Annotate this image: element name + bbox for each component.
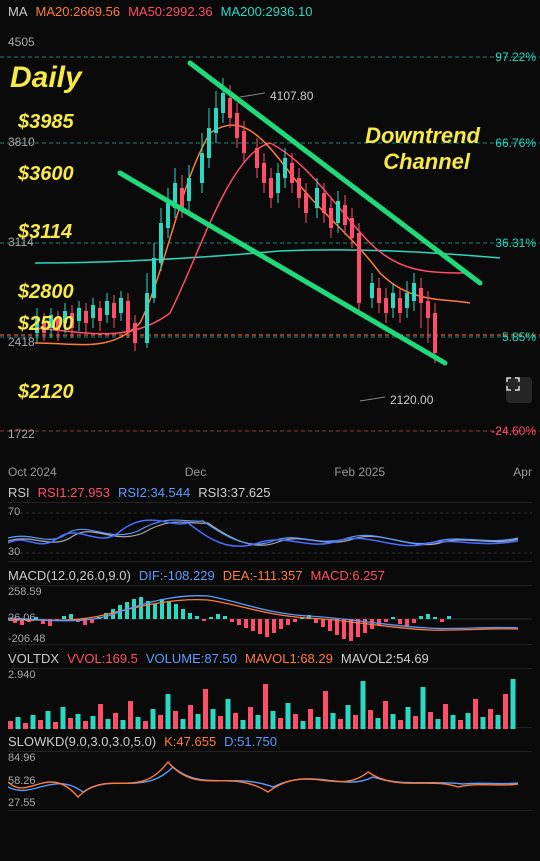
ma-label: MA: [8, 4, 28, 19]
y-axis-label: 2418: [8, 335, 35, 349]
macd-value: MACD:6.257: [310, 568, 384, 583]
slowkd-panel[interactable]: SLOWKD(9.0,3.0,3.0,5.0) K:47.655 D:51.75…: [0, 734, 540, 811]
ma200-value: MA200:2936.10: [221, 4, 313, 19]
downtrend-annotation-2: Channel: [383, 149, 470, 175]
y-axis-label: 3810: [8, 135, 35, 149]
macd-title: MACD(12.0,26.0,9.0): [8, 568, 131, 583]
price-annotation: $3985: [18, 111, 74, 134]
fib-label: -24.60%: [491, 424, 536, 438]
rsi-body: 70 30: [8, 502, 532, 562]
price-annotation: $2120: [18, 381, 74, 404]
voltdx-header: VOLTDX VVOL:169.5 VOLUME:87.50 MAVOL1:68…: [8, 651, 532, 666]
macd-header: MACD(12.0,26.0,9.0) DIF:-108.229 DEA:-11…: [8, 568, 532, 583]
fullscreen-button[interactable]: [506, 377, 532, 403]
expand-icon: [506, 377, 520, 391]
slowkd-d: D:51.750: [224, 734, 277, 749]
slowkd-body: 84.96 58.26 27.55: [8, 751, 532, 811]
slowkd-level: 58.26: [8, 775, 36, 787]
mavol2-value: MAVOL2:54.69: [341, 651, 429, 666]
rsi-panel[interactable]: RSI RSI1:27.953 RSI2:34.544 RSI3:37.625 …: [0, 485, 540, 562]
rsi3-value: RSI3:37.625: [198, 485, 270, 500]
x-label: Apr: [513, 465, 532, 479]
macd-level: 26.06: [8, 612, 36, 624]
x-label: Dec: [185, 465, 206, 479]
macd-level: -206.48: [8, 633, 45, 645]
slowkd-k: K:47.655: [164, 734, 216, 749]
rsi-header: RSI RSI1:27.953 RSI2:34.544 RSI3:37.625: [8, 485, 532, 500]
voltdx-title: VOLTDX: [8, 651, 59, 666]
x-label: Oct 2024: [8, 465, 57, 479]
macd-body: 258.59 26.06 -206.48: [8, 585, 532, 645]
mavol1-value: MAVOL1:68.29: [245, 651, 333, 666]
voltdx-panel[interactable]: VOLTDX VVOL:169.5 VOLUME:87.50 MAVOL1:68…: [0, 651, 540, 728]
rsi1-value: RSI1:27.953: [38, 485, 110, 500]
slowkd-header: SLOWKD(9.0,3.0,3.0,5.0) K:47.655 D:51.75…: [8, 734, 532, 749]
price-callout: 2120.00: [390, 393, 433, 407]
price-annotation: $3114: [18, 221, 72, 244]
slowkd-level: 84.96: [8, 752, 36, 764]
fib-label: 97.22%: [495, 50, 536, 64]
y-axis-label: 4505: [8, 35, 35, 49]
macd-dea: DEA:-111.357: [223, 568, 303, 583]
x-label: Feb 2025: [334, 465, 385, 479]
macd-panel[interactable]: MACD(12.0,26.0,9.0) DIF:-108.229 DEA:-11…: [0, 568, 540, 645]
rsi-level-70: 70: [8, 506, 20, 518]
fib-label: 5.85%: [502, 330, 536, 344]
rsi-title: RSI: [8, 485, 30, 500]
fib-label: 36.31%: [495, 236, 536, 250]
slowkd-title: SLOWKD(9.0,3.0,3.0,5.0): [8, 734, 156, 749]
time-axis: Oct 2024 Dec Feb 2025 Apr: [0, 465, 540, 479]
price-chart[interactable]: 45053810311424181722 97.22%66.76%36.31%5…: [0, 23, 540, 463]
rsi2-value: RSI2:34.544: [118, 485, 190, 500]
ma-header: MA MA20:2669.56 MA50:2992.36 MA200:2936.…: [0, 0, 540, 23]
voltdx-level: 2.940: [8, 669, 36, 681]
downtrend-annotation-1: Downtrend: [365, 123, 480, 149]
daily-annotation: Daily: [10, 61, 82, 95]
price-annotation: $2800: [18, 281, 74, 304]
vvol-value: VVOL:169.5: [67, 651, 138, 666]
slowkd-level: 27.55: [8, 797, 36, 809]
price-annotation: $3600: [18, 163, 74, 186]
ma50-value: MA50:2992.36: [128, 4, 213, 19]
ma20-value: MA20:2669.56: [36, 4, 121, 19]
volume-value: VOLUME:87.50: [146, 651, 237, 666]
rsi-level-30: 30: [8, 546, 20, 558]
macd-dif: DIF:-108.229: [139, 568, 215, 583]
price-annotation: $2500: [18, 313, 74, 336]
voltdx-body: 2.940: [8, 668, 532, 728]
y-axis-label: 1722: [8, 427, 35, 441]
macd-level: 258.59: [8, 586, 42, 598]
price-callout: 4107.80: [270, 89, 313, 103]
fib-label: 66.76%: [495, 136, 536, 150]
